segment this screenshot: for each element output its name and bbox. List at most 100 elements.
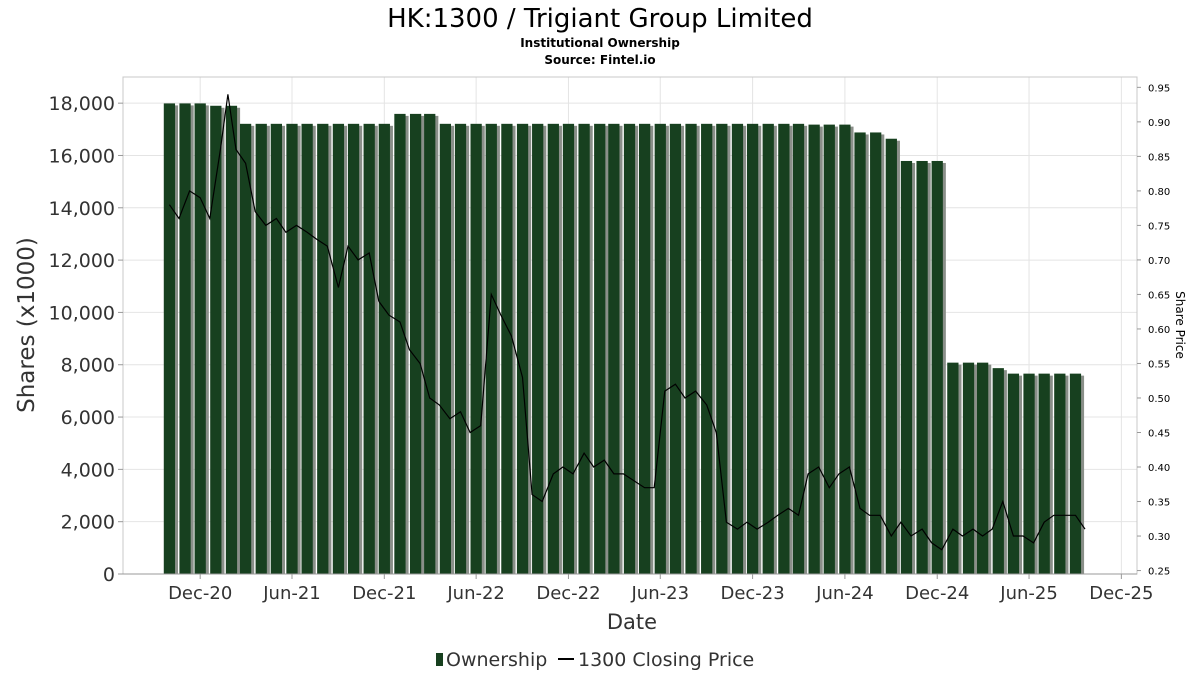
y2-tick-label: 0.90	[1148, 118, 1170, 129]
ownership-bar	[578, 123, 590, 574]
y2-tick-label: 0.75	[1148, 221, 1170, 232]
ownership-bar	[1054, 373, 1066, 574]
ownership-bar	[701, 123, 713, 574]
y-tick-label: 2,000	[61, 512, 115, 534]
y-axis-left: 0 2,000 4,000 6,000 8,000 10,000 12,000 14,000 1…	[49, 93, 123, 586]
price-line	[168, 94, 1086, 551]
y-tick-label: 0	[103, 564, 115, 586]
ownership-bar	[746, 123, 759, 574]
ownership-bar	[332, 123, 345, 574]
y-tick-label: 6,000	[61, 407, 115, 429]
ownership-bar	[454, 123, 467, 574]
ownership-bar	[962, 362, 975, 574]
ownership-bar	[562, 123, 575, 574]
ownership-bar	[378, 123, 390, 574]
y2-tick-label: 0.60	[1148, 325, 1170, 336]
ownership-bar	[992, 368, 1004, 574]
x-tick-label: Jun-23	[631, 583, 690, 604]
chart-title: HK:1300 / Trigiant Group Limited	[387, 4, 813, 34]
y-tick-label: 8,000	[61, 355, 115, 377]
legend: Ownership 1300 Closing Price	[436, 649, 754, 671]
y2-tick-label: 0.65	[1148, 290, 1170, 301]
y2-tick-label: 0.40	[1148, 463, 1170, 474]
ownership-bar	[301, 123, 313, 574]
ownership-bar	[1007, 373, 1020, 574]
ownership-bar	[608, 123, 620, 574]
x-tick-label: Jun-25	[999, 583, 1058, 604]
ownership-bar	[778, 123, 790, 574]
x-tick-label: Dec-20	[168, 583, 232, 604]
y2-tick-label: 0.35	[1148, 498, 1170, 509]
x-tick-label: Dec-24	[905, 583, 969, 604]
ownership-bar	[870, 132, 882, 574]
y2-tick-label: 0.95	[1148, 83, 1170, 94]
ownership-bar	[255, 123, 267, 574]
ownership-bar	[916, 160, 928, 574]
legend-price-label: 1300 Closing Price	[578, 649, 754, 671]
ownership-bar	[623, 123, 636, 574]
ownership-bar	[194, 103, 206, 575]
price-line-group	[168, 94, 1086, 551]
ownership-bar	[409, 113, 422, 574]
y2-tick-label: 0.55	[1148, 359, 1170, 370]
y2-tick-label: 0.25	[1148, 567, 1170, 578]
chart-source: Source: Fintel.io	[544, 53, 655, 67]
x-tick-label: Dec-23	[720, 583, 784, 604]
ownership-bar	[976, 362, 989, 574]
y-tick-label: 16,000	[49, 145, 115, 167]
y2-tick-label: 0.50	[1148, 394, 1170, 405]
ownership-bar	[547, 123, 559, 574]
ownership-bar	[210, 105, 222, 574]
legend-ownership-label: Ownership	[446, 649, 547, 671]
ownership-bar	[654, 123, 666, 574]
y2-tick-label: 0.30	[1148, 532, 1170, 543]
ownership-bar	[792, 123, 805, 574]
y-tick-label: 14,000	[49, 198, 115, 220]
y2-tick-label: 0.70	[1148, 256, 1170, 267]
ownership-bar	[286, 123, 298, 574]
x-tick-label: Jun-22	[446, 583, 505, 604]
x-tick-label: Dec-22	[536, 583, 600, 604]
ownership-bar	[270, 123, 282, 574]
y2-tick-label: 0.80	[1148, 187, 1170, 198]
x-axis: Dec-20 Jun-21 Dec-21 Jun-22 Dec-22 Jun-23 Dec-…	[168, 574, 1153, 604]
y-tick-label: 10,000	[49, 302, 115, 324]
ownership-bar	[947, 362, 959, 574]
ownership-bar	[839, 124, 851, 575]
ownership-bar	[1038, 373, 1050, 574]
ownership-bar	[179, 103, 191, 575]
ownership-bar	[470, 123, 482, 574]
ownership-bar	[762, 123, 774, 574]
y-tick-label: 18,000	[49, 93, 115, 115]
ownership-bar	[501, 123, 513, 574]
legend-ownership-swatch	[436, 653, 443, 666]
ownership-bar	[823, 124, 835, 575]
ownership-bar	[317, 123, 329, 574]
y2-axis-label: Share Price	[1173, 291, 1187, 359]
chart-subtitle: Institutional Ownership	[520, 36, 680, 50]
ownership-bar	[638, 123, 651, 574]
ownership-bar	[239, 123, 252, 574]
ownership-bar	[439, 123, 451, 574]
ownership-bar	[363, 123, 375, 574]
ownership-bar	[716, 123, 728, 574]
ownership-bar	[594, 123, 606, 574]
ownership-bar	[1023, 373, 1035, 574]
ownership-bar	[516, 123, 529, 574]
x-tick-label: Jun-21	[262, 583, 321, 604]
x-axis-label: Date	[607, 610, 657, 634]
y2-tick-label: 0.45	[1148, 428, 1170, 439]
ownership-bar	[731, 123, 744, 574]
ownership-bar	[685, 123, 697, 574]
ownership-bar	[900, 160, 913, 574]
ownership-bar	[854, 132, 866, 574]
ownership-bar	[424, 113, 436, 574]
y-axis-label: Shares (x1000)	[14, 237, 40, 413]
ownership-bar	[347, 123, 360, 574]
ownership-bar	[885, 138, 897, 574]
ownership-bars	[163, 103, 1085, 575]
ownership-bar	[225, 105, 238, 574]
x-tick-label: Dec-25	[1089, 583, 1153, 604]
ownership-bar	[394, 113, 406, 574]
